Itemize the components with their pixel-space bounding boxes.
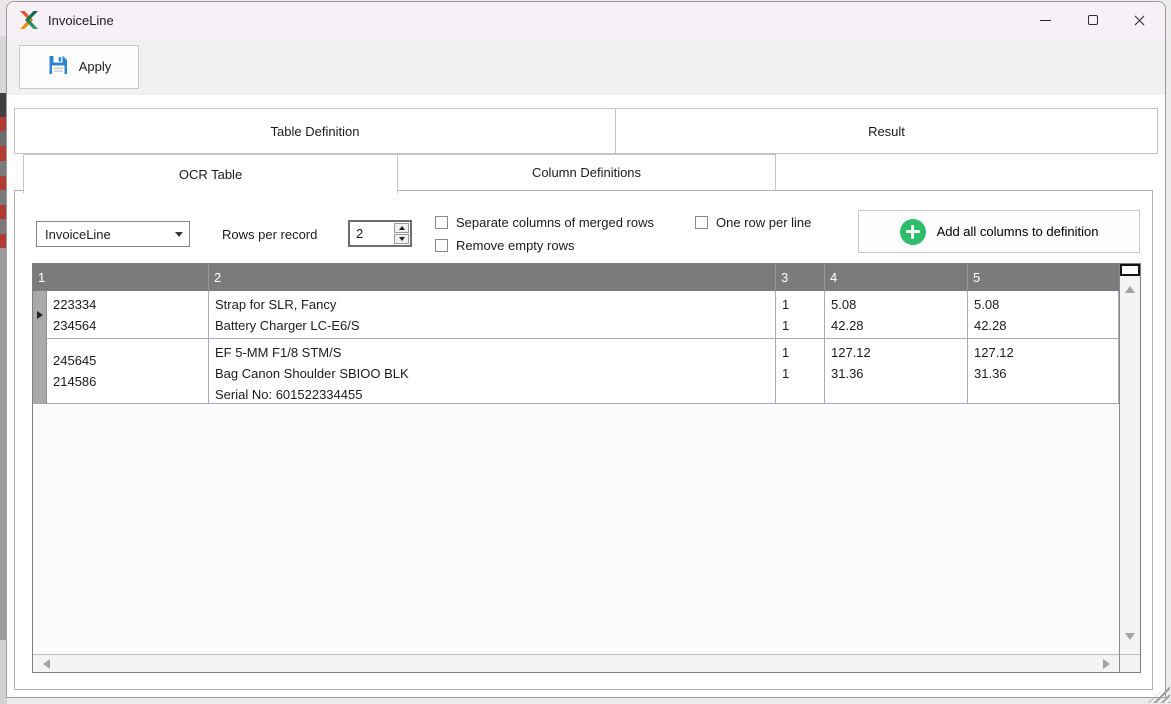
checkbox-one-row-per-line: One row per line <box>695 214 811 230</box>
grid-header-row: 1 2 3 4 5 <box>33 264 1119 291</box>
apply-button-label: Apply <box>78 59 112 74</box>
window-controls <box>1022 2 1163 38</box>
grid-cell[interactable]: 223334 234564 <box>47 291 209 339</box>
maximize-button[interactable] <box>1069 2 1116 38</box>
table-select-dropdown[interactable]: InvoiceLine <box>36 221 190 247</box>
ocr-table-grid: 1 2 3 4 5 223334 234564 Strap for SLR, F… <box>32 263 1141 673</box>
grid-cell[interactable]: 127.12 31.36 <box>968 339 1119 404</box>
scroll-left-button[interactable] <box>37 656 55 672</box>
tab-ocr-table[interactable]: OCR Table <box>23 154 398 193</box>
horizontal-scrollbar[interactable] <box>33 654 1119 672</box>
stepper-buttons <box>393 222 410 245</box>
arrow-down-icon <box>1125 632 1135 640</box>
scroll-down-button[interactable] <box>1120 628 1140 644</box>
grid-column-header[interactable]: 5 <box>973 270 981 285</box>
table-select-value: InvoiceLine <box>45 226 111 242</box>
checkbox-remove-empty-rows: Remove empty rows <box>435 237 574 253</box>
current-row-arrow-icon <box>36 311 43 319</box>
invoiceline-window: InvoiceLine <box>6 1 1166 698</box>
checkbox-label: One row per line <box>716 214 812 230</box>
stepper-up-button[interactable] <box>394 223 409 233</box>
row-indicator-cell[interactable] <box>33 291 47 339</box>
tab-label: Column Definitions <box>531 165 642 180</box>
tab-column-definitions[interactable]: Column Definitions <box>397 154 776 191</box>
close-button[interactable] <box>1116 2 1163 38</box>
checkbox-label: Separate columns of merged rows <box>456 214 654 230</box>
arrow-right-icon <box>1102 659 1110 669</box>
close-icon <box>1133 14 1146 27</box>
tab-label: OCR Table <box>178 166 243 182</box>
table-row: 223334 234564 Strap for SLR, Fancy Batte… <box>33 291 1119 339</box>
checkbox-label: Remove empty rows <box>456 237 575 253</box>
table-row: 245645 214586 EF 5-MM F1/8 STM/S Bag Can… <box>33 339 1119 404</box>
add-all-columns-button[interactable]: Add all columns to definition <box>858 210 1140 253</box>
plus-icon <box>899 218 926 245</box>
rows-per-record-value: 2 <box>356 226 364 241</box>
grid-cell[interactable]: 5.08 42.28 <box>825 291 968 339</box>
grid-cell[interactable]: EF 5-MM F1/8 STM/S Bag Canon Shoulder SB… <box>209 339 776 404</box>
grid-cell[interactable]: Strap for SLR, Fancy Battery Charger LC-… <box>209 291 776 339</box>
stepper-down-button[interactable] <box>394 234 409 244</box>
tab-table-definition[interactable]: Table Definition <box>14 108 616 154</box>
grid-column-header[interactable]: 3 <box>776 264 825 291</box>
apply-button[interactable]: Apply <box>19 44 139 89</box>
checkbox-one-row-per-line-box[interactable] <box>695 215 708 229</box>
chevron-down-icon <box>398 237 405 241</box>
scroll-right-button[interactable] <box>1097 656 1115 672</box>
add-all-columns-label: Add all columns to definition <box>936 224 1099 239</box>
toolbar: Apply <box>7 38 1165 95</box>
vertical-scrollbar-thumb[interactable] <box>1120 264 1140 276</box>
scroll-up-button[interactable] <box>1120 281 1140 297</box>
checkbox-separate-columns-box[interactable] <box>435 215 448 229</box>
grid-cell[interactable]: 1 1 <box>776 291 825 339</box>
app-logo-icon <box>19 10 39 30</box>
checkbox-separate-columns: Separate columns of merged rows <box>435 214 654 230</box>
arrow-left-icon <box>42 659 50 669</box>
vertical-scrollbar[interactable] <box>1119 264 1140 654</box>
grid-cell[interactable]: 245645 214586 <box>47 339 209 404</box>
maximize-icon <box>1087 15 1098 25</box>
grid-body: 223334 234564 Strap for SLR, Fancy Batte… <box>33 291 1119 654</box>
ocr-table-panel: InvoiceLine Rows per record 2 Separate c… <box>14 190 1153 690</box>
grid-column-header[interactable]: 1 <box>33 264 209 291</box>
minimize-icon <box>1040 19 1051 21</box>
save-icon <box>47 54 69 79</box>
window-title: InvoiceLine <box>48 12 114 28</box>
tab-label: Table Definition <box>270 123 360 139</box>
grid-column-header[interactable]: 4 <box>825 264 968 291</box>
rows-per-record-stepper[interactable]: 2 <box>348 220 412 247</box>
minimize-button[interactable] <box>1022 2 1069 38</box>
chevron-up-icon <box>398 226 405 230</box>
background-artifact <box>0 0 7 704</box>
row-indicator-cell[interactable] <box>33 339 47 404</box>
titlebar: InvoiceLine <box>7 2 1165 38</box>
tab-result[interactable]: Result <box>615 108 1158 154</box>
scrollbar-corner <box>1119 654 1140 672</box>
checkbox-remove-empty-rows-box[interactable] <box>435 238 448 252</box>
grid-cell[interactable]: 127.12 31.36 <box>825 339 968 404</box>
arrow-up-icon <box>1125 285 1135 293</box>
rows-per-record-label: Rows per record <box>222 226 318 242</box>
chevron-down-icon <box>169 222 189 246</box>
grid-cell[interactable]: 5.08 42.28 <box>968 291 1119 339</box>
tab-label: Result <box>868 123 905 139</box>
grid-column-header[interactable]: 2 <box>209 264 776 291</box>
grid-cell[interactable]: 1 1 <box>776 339 825 404</box>
